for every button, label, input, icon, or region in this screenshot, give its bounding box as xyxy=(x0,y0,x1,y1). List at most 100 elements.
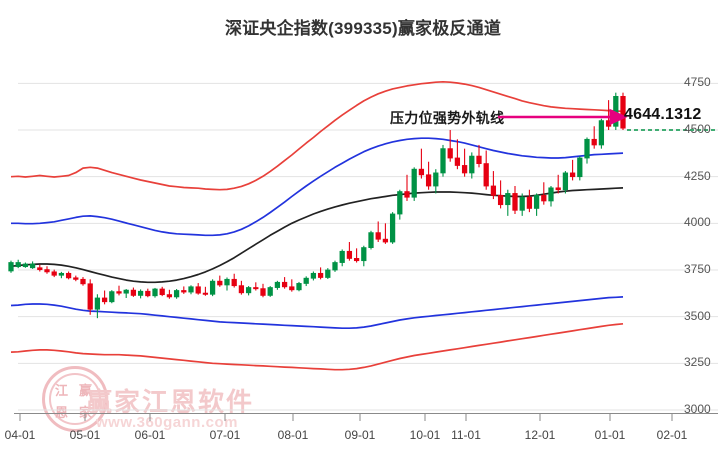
candle-body xyxy=(260,288,266,296)
candle-body xyxy=(145,290,151,297)
candle-body xyxy=(497,194,504,206)
candle-body xyxy=(296,283,302,291)
candle-body xyxy=(555,187,561,191)
candle-body xyxy=(87,283,93,310)
candle-body xyxy=(281,281,288,288)
x-axis-tick-label: 11-01 xyxy=(451,428,481,442)
gridlines xyxy=(18,82,718,411)
y-axis-tick-label: 4000 xyxy=(684,215,711,230)
candle-body xyxy=(591,138,597,146)
candle-body xyxy=(577,157,583,178)
x-axis-tick-label: 09-01 xyxy=(344,428,376,442)
candle-body xyxy=(274,281,281,288)
candle-body xyxy=(397,191,403,215)
candle-body xyxy=(188,286,194,293)
candle-body xyxy=(58,272,65,276)
candle-body xyxy=(541,194,547,202)
candle-body xyxy=(418,168,425,176)
candle-body xyxy=(116,291,122,294)
candle-body xyxy=(73,277,79,280)
candle-body xyxy=(80,278,86,285)
candle-body xyxy=(253,287,259,290)
candle-body xyxy=(490,185,497,196)
candle-body xyxy=(29,263,36,269)
y-axis-tick-label: 4250 xyxy=(684,168,711,183)
candle-body xyxy=(411,168,417,198)
y-axis-tick-label: 3000 xyxy=(684,402,711,416)
candle-body xyxy=(303,277,309,284)
candle-body xyxy=(65,272,72,279)
candle-body xyxy=(217,280,223,286)
candle-body xyxy=(109,291,115,303)
candle-body xyxy=(37,267,43,271)
candle-body xyxy=(339,250,345,263)
candle-body xyxy=(469,155,475,174)
candle-body xyxy=(325,269,331,278)
candle-body xyxy=(245,287,252,294)
candle-body xyxy=(15,262,21,268)
candle-body xyxy=(476,155,482,164)
candle-body xyxy=(389,213,396,243)
candle-body xyxy=(368,232,374,249)
candle-body xyxy=(94,297,101,310)
candle-body xyxy=(505,193,511,206)
candle-body xyxy=(209,280,216,295)
candle-body xyxy=(51,271,57,276)
candle-body xyxy=(8,262,14,272)
candle-body xyxy=(22,263,29,268)
candle-body xyxy=(44,269,50,273)
x-axis-tick-label: 06-01 xyxy=(134,428,166,442)
candle-body xyxy=(137,290,144,296)
candle-body xyxy=(461,165,468,174)
candle-body xyxy=(231,278,237,287)
candle-body xyxy=(224,278,230,286)
candle-body xyxy=(433,172,439,187)
candle-body xyxy=(533,194,540,209)
y-axis-tick-label: 3500 xyxy=(684,308,711,323)
x-axis-tick-label: 01-01 xyxy=(594,428,626,442)
band-line xyxy=(11,137,624,237)
candle-body xyxy=(181,290,187,293)
x-axis-tick-label: 10-01 xyxy=(409,428,441,442)
candle-body xyxy=(375,232,381,240)
candle-body xyxy=(425,174,432,187)
annotation-arrow-icon xyxy=(498,108,628,126)
candle-body xyxy=(101,297,108,303)
x-axis-tick-label: 12-01 xyxy=(524,428,556,442)
channel-bands xyxy=(10,80,624,371)
candle-body xyxy=(447,148,453,159)
candle-body xyxy=(166,294,173,298)
price-chart-canvas xyxy=(8,80,718,411)
x-axis-ticks xyxy=(14,413,718,421)
band-line xyxy=(10,296,624,330)
candle-body xyxy=(130,289,137,296)
candle-body xyxy=(267,287,273,296)
candle-body xyxy=(483,163,489,187)
candle-body xyxy=(159,288,165,296)
candle-body xyxy=(310,272,317,279)
candle-body xyxy=(519,196,525,211)
candle-body xyxy=(404,191,410,198)
candle-body xyxy=(289,286,295,291)
candle-body xyxy=(584,138,590,159)
annotation-label: 压力位强势外轨线 xyxy=(390,110,505,126)
y-axis-tick-label: 4500 xyxy=(684,122,711,136)
y-axis-tick-label: 3250 xyxy=(684,355,711,370)
x-axis-tick-label: 02-01 xyxy=(656,428,688,442)
candle-body xyxy=(173,290,180,298)
x-axis-tick-label: 07-01 xyxy=(209,428,241,442)
band-line xyxy=(10,187,624,284)
candle-body xyxy=(598,120,605,146)
candle-body xyxy=(440,148,446,174)
y-axis-tick-label: 3750 xyxy=(684,262,711,276)
candle-body xyxy=(562,172,569,191)
candle-body xyxy=(332,262,338,271)
candle-body xyxy=(382,238,389,243)
x-axis-tick-label: 08-01 xyxy=(277,428,309,442)
last-price-label: 4644.1312 xyxy=(624,106,702,123)
candle-body xyxy=(346,250,353,259)
candle-body xyxy=(238,285,245,294)
candle-body xyxy=(361,247,367,262)
x-axis-tick-label: 05-01 xyxy=(69,428,101,442)
